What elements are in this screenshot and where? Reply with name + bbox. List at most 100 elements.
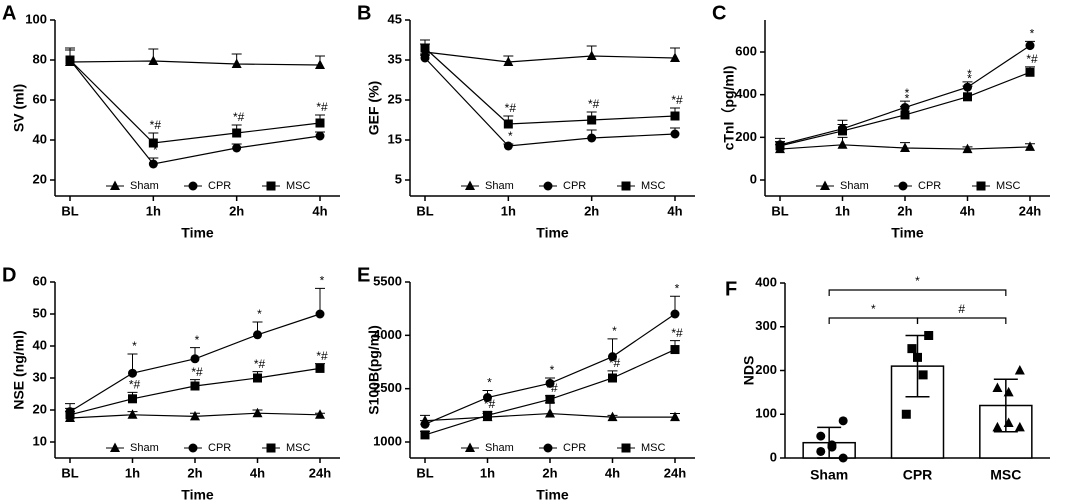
marker (621, 443, 631, 453)
marker (253, 373, 262, 383)
significance-label: # (958, 302, 965, 316)
annotation: *# (316, 349, 328, 363)
annotation: *# (1026, 52, 1038, 66)
marker (900, 110, 910, 120)
x-tick-label: MSC (990, 467, 1021, 483)
marker (465, 442, 475, 452)
series-line (424, 51, 676, 63)
marker (1014, 365, 1025, 375)
marker (148, 55, 159, 65)
marker (963, 92, 972, 102)
x-tick-label: Sham (810, 467, 848, 483)
marker (587, 115, 597, 125)
annotation: * (967, 71, 972, 85)
marker (315, 131, 325, 141)
marker (1003, 386, 1014, 397)
annotation: *# (588, 97, 600, 111)
marker (924, 331, 934, 340)
marker (901, 409, 911, 419)
legend-label: Sham (485, 180, 514, 192)
annotation: *# (150, 118, 162, 132)
y-tick-label: 60 (33, 273, 47, 288)
marker (148, 159, 158, 169)
x-axis-label: Time (181, 487, 214, 503)
marker (670, 52, 680, 62)
annotation: * (487, 376, 492, 390)
y-tick-label: 0 (750, 171, 757, 186)
y-tick-label: 15 (388, 131, 402, 146)
marker (110, 442, 120, 452)
annotation: * (967, 67, 972, 81)
annotation: *# (484, 397, 496, 411)
marker (232, 143, 242, 153)
marker (190, 381, 200, 391)
y-tick-label: 0 (770, 449, 777, 464)
x-tick-label: 24h (664, 465, 686, 480)
marker (190, 410, 200, 421)
marker (465, 180, 475, 190)
marker (898, 181, 908, 191)
x-tick-label: 2h (897, 203, 912, 218)
significance-bracket (828, 317, 919, 324)
marker (838, 453, 848, 463)
x-axis-label: Time (536, 487, 569, 503)
legend-label: CPR (918, 180, 941, 192)
y-tick-label: 2500 (373, 380, 402, 395)
y-tick-label: 1000 (373, 433, 402, 448)
legend-label: CPR (563, 442, 586, 454)
marker (816, 446, 826, 456)
significance-bracket (828, 289, 1007, 296)
marker (670, 309, 680, 319)
marker (1014, 421, 1025, 432)
annotation: *# (254, 357, 266, 371)
marker (670, 411, 680, 422)
y-tick-label: 45 (388, 11, 402, 26)
marker (128, 394, 137, 404)
x-tick-label: 1h (146, 203, 161, 218)
marker (820, 180, 830, 190)
legend-label: CPR (208, 442, 231, 454)
marker (503, 141, 513, 151)
marker (315, 309, 325, 319)
panel-letter: C (712, 2, 726, 24)
legend-label: CPR (563, 180, 586, 192)
y-tick-label: 200 (735, 129, 757, 144)
y-tick-label: 5 (395, 171, 402, 186)
marker (1003, 417, 1014, 427)
marker (65, 55, 75, 65)
marker (962, 143, 973, 154)
x-axis-label: Time (181, 225, 214, 241)
marker (232, 128, 242, 138)
legend-label: MSC (641, 180, 666, 192)
marker (315, 363, 325, 373)
x-tick-label: 1h (125, 465, 140, 480)
marker (266, 181, 276, 191)
marker (587, 133, 597, 143)
y-tick-label: 10 (33, 433, 47, 448)
marker (543, 443, 553, 453)
marker (188, 443, 198, 453)
x-tick-label: 2h (229, 203, 244, 218)
annotation: * (195, 333, 200, 347)
annotation: *# (233, 110, 245, 124)
x-tick-label: CPR (903, 467, 933, 483)
marker (607, 411, 618, 422)
marker (837, 139, 848, 149)
annotation: * (905, 92, 910, 106)
marker (608, 373, 617, 383)
annotation: * (905, 86, 910, 100)
annotation: *# (671, 93, 683, 107)
marker (545, 408, 555, 418)
marker (127, 409, 138, 419)
y-axis-label: S100B(pg/ml) (366, 325, 382, 414)
annotation: *# (316, 100, 328, 114)
x-tick-label: 4h (312, 203, 327, 218)
y-axis-label: NDS (741, 356, 757, 386)
y-tick-label: 20 (33, 171, 47, 186)
y-tick-label: 40 (33, 337, 47, 352)
y-tick-label: 60 (33, 91, 47, 106)
marker (608, 352, 617, 362)
series-line (69, 59, 321, 144)
marker (110, 180, 120, 190)
